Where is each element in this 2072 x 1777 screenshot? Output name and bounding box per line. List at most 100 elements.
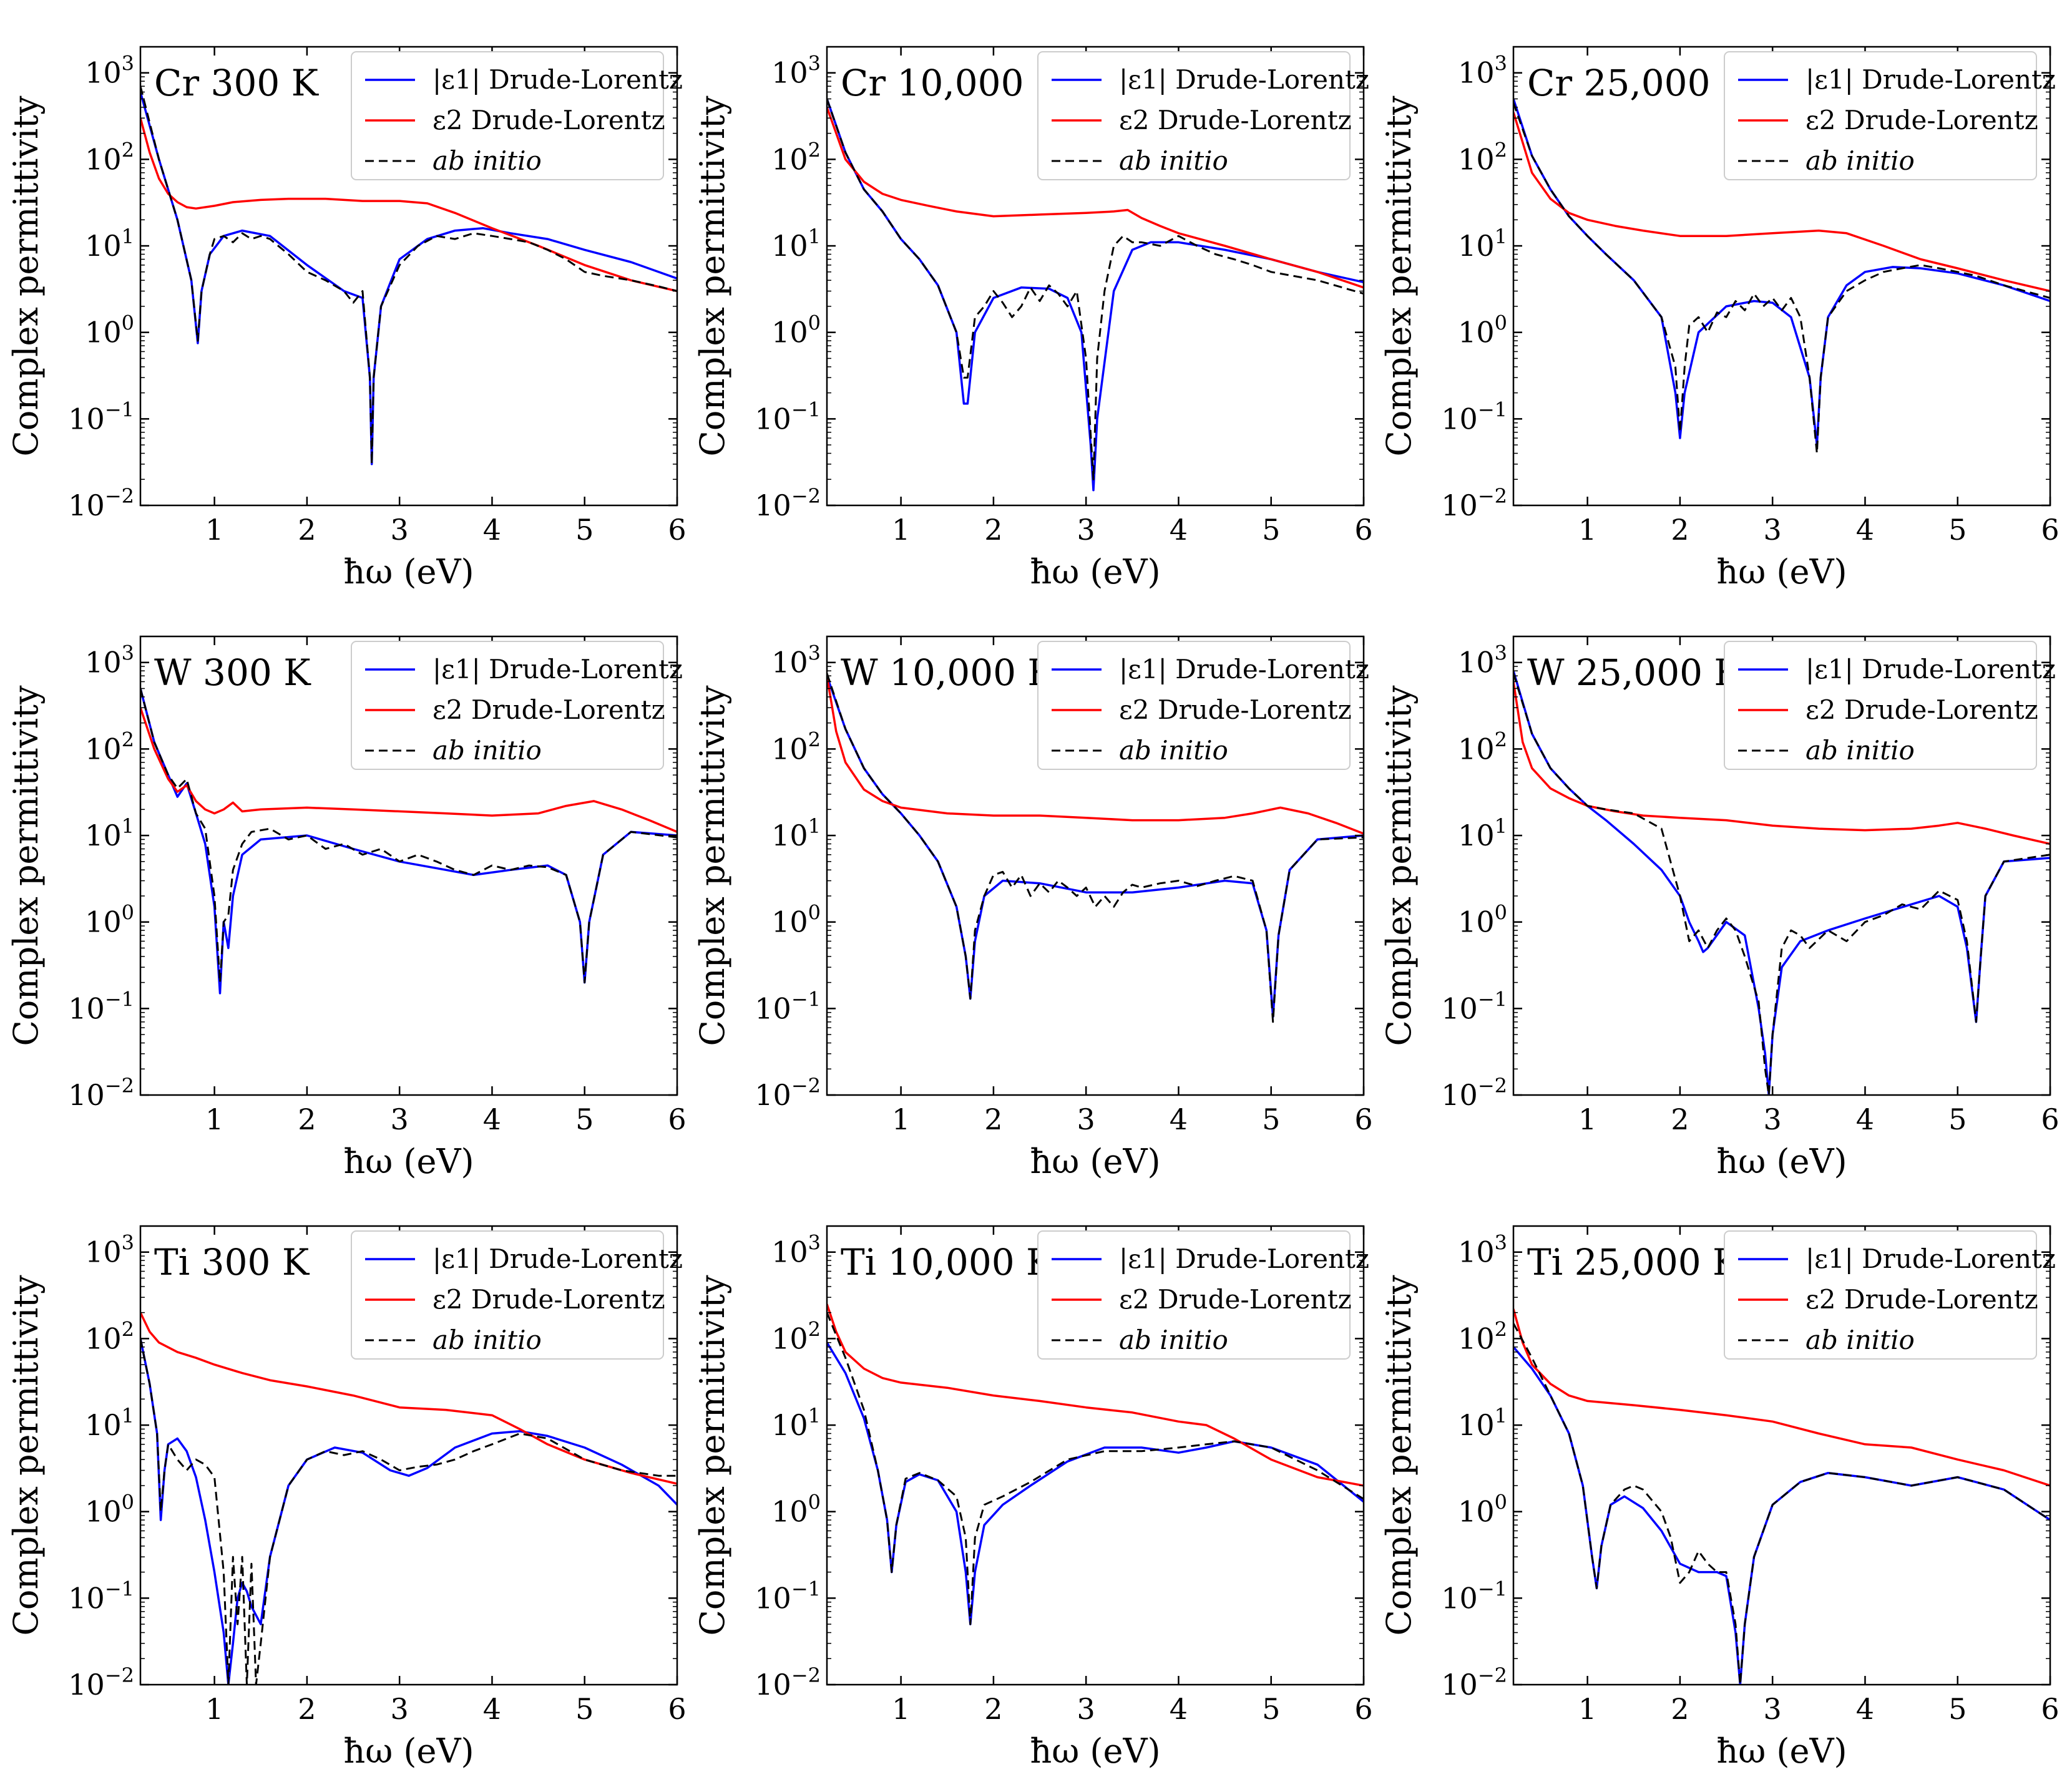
legend-box [1724, 1230, 2037, 1360]
y-tick-label: 10−1 [1441, 397, 1507, 436]
y-tick-label: 102 [85, 1317, 134, 1355]
axes-frame [826, 1225, 1365, 1686]
legend-label: ab initio [1119, 145, 1228, 176]
x-axis-label: ħω (eV) [1030, 1731, 1160, 1771]
x-axis-label: ħω (eV) [343, 1142, 474, 1181]
legend-box [1037, 51, 1351, 180]
chart-panel: 1 2 3 4 5 6 10−2 10−1 100 101 102 103 ħω (eV) Complex… [693, 1225, 1373, 1771]
y-tick-label: 100 [771, 1491, 821, 1529]
x-tick-label: 6 [1354, 513, 1372, 547]
x-tick-label: 2 [298, 1692, 316, 1726]
x-tick-label: 2 [1671, 1692, 1689, 1726]
x-tick-label: 3 [1077, 513, 1095, 547]
x-tick-label: 1 [1578, 513, 1596, 547]
series-eps2-line [1513, 1308, 2050, 1487]
legend-label: |ε1| Drude-Lorentz [432, 64, 683, 95]
chart-panel: 1 2 3 4 5 6 10−2 10−1 100 101 102 103 ħω (eV) Complex… [693, 635, 1373, 1181]
x-tick-label: 2 [298, 1103, 316, 1136]
x-tick-label: 2 [984, 1692, 1002, 1726]
y-tick-label: 102 [85, 138, 134, 176]
legend-label: ε2 Drude-Lorentz [432, 694, 665, 725]
legend-label: ab initio [1119, 1325, 1228, 1355]
y-tick-label: 100 [85, 901, 134, 939]
x-tick-label: 4 [1856, 513, 1874, 547]
legend-label: |ε1| Drude-Lorentz [1119, 64, 1369, 95]
x-tick-label: 6 [2041, 1692, 2059, 1726]
x-tick-label: 4 [1856, 1692, 1874, 1726]
panel-title: Ti 10,000 K [841, 1241, 1054, 1283]
legend-label: ab initio [1119, 735, 1228, 766]
x-tick-label: 1 [205, 1103, 223, 1136]
axes-frame [139, 1225, 678, 1686]
x-tick-label: 4 [483, 1692, 501, 1726]
x-tick-label: 4 [1170, 1692, 1188, 1726]
x-tick-label: 3 [391, 1103, 409, 1136]
legend-box [1037, 641, 1351, 770]
x-tick-label: 4 [483, 1103, 501, 1136]
y-tick-label: 101 [1458, 814, 1507, 852]
x-tick-label: 5 [1262, 513, 1280, 547]
legend-box [1724, 641, 2037, 770]
series-eps1-line [1513, 98, 2050, 446]
x-tick-label: 5 [575, 1692, 594, 1726]
x-tick-label: 2 [298, 513, 316, 547]
legend-box [351, 1230, 664, 1360]
x-tick-label: 4 [483, 513, 501, 547]
y-axis-label: Complex permittivity [6, 95, 46, 456]
y-axis-label: Complex permittivity [1379, 95, 1419, 456]
legend-label: ε2 Drude-Lorentz [1119, 105, 1352, 135]
axes-frame [139, 46, 678, 507]
panel-title: Cr 10,000 K [841, 62, 1063, 104]
y-axis-label: Complex permittivity [1379, 685, 1419, 1046]
x-tick-label: 5 [1262, 1692, 1280, 1726]
legend-label: |ε1| Drude-Lorentz [432, 654, 683, 684]
legend-label: ε2 Drude-Lorentz [432, 105, 665, 135]
series-ab-initio-line [827, 1312, 1364, 1625]
x-tick-label: 6 [2041, 513, 2059, 547]
x-tick-label: 1 [892, 513, 910, 547]
legend-label: ab initio [432, 1325, 542, 1355]
y-tick-label: 10−1 [68, 397, 134, 436]
legend-label: ε2 Drude-Lorentz [1119, 694, 1352, 725]
y-tick-label: 10−2 [68, 1663, 134, 1702]
x-tick-label: 5 [1948, 1103, 1967, 1136]
legend-label: ab initio [1806, 735, 1915, 766]
y-tick-label: 101 [771, 225, 821, 263]
series-eps2-line [827, 107, 1364, 289]
y-axis-label: Complex permittivity [1379, 1275, 1419, 1635]
y-tick-label: 102 [771, 138, 821, 176]
x-axis-label: ħω (eV) [343, 1731, 474, 1771]
y-tick-label: 103 [1458, 1231, 1507, 1269]
panel-title: Ti 25,000 K [1527, 1241, 1741, 1283]
y-tick-label: 10−2 [755, 1663, 821, 1702]
y-tick-label: 103 [771, 52, 821, 90]
series-eps2-line [140, 707, 677, 833]
chart-panel: 1 2 3 4 5 6 10−2 10−1 100 101 102 103 ħω (eV) Complex… [6, 635, 687, 1181]
y-tick-label: 10−2 [68, 484, 134, 522]
legend-label: |ε1| Drude-Lorentz [1806, 654, 2056, 684]
y-tick-label: 100 [771, 311, 821, 349]
y-tick-label: 103 [85, 641, 134, 679]
legend-label: |ε1| Drude-Lorentz [1806, 1244, 2056, 1274]
y-tick-label: 102 [771, 728, 821, 766]
legend-label: ab initio [432, 145, 542, 176]
legend-label: |ε1| Drude-Lorentz [432, 1244, 683, 1274]
y-tick-label: 100 [1458, 901, 1507, 939]
x-tick-label: 3 [1077, 1692, 1095, 1726]
x-tick-label: 6 [668, 513, 686, 547]
legend-box [351, 641, 664, 770]
y-tick-label: 10−1 [68, 987, 134, 1025]
x-axis-label: ħω (eV) [1030, 1142, 1160, 1181]
y-tick-label: 102 [85, 728, 134, 766]
y-tick-label: 101 [85, 814, 134, 852]
panel-title: W 25,000 K [1527, 651, 1742, 694]
series-ab-initio-line [1513, 102, 2050, 454]
chart-panel: 1 2 3 4 5 6 10−2 10−1 100 101 102 103 ħω (eV) Complex… [6, 1225, 687, 1771]
y-axis-label: Complex permittivity [693, 95, 732, 456]
panel-title: Cr 300 K [154, 62, 320, 104]
x-tick-label: 1 [892, 1692, 910, 1726]
x-tick-label: 3 [1764, 513, 1782, 547]
legend-box [1037, 1230, 1351, 1360]
x-tick-label: 2 [984, 1103, 1002, 1136]
